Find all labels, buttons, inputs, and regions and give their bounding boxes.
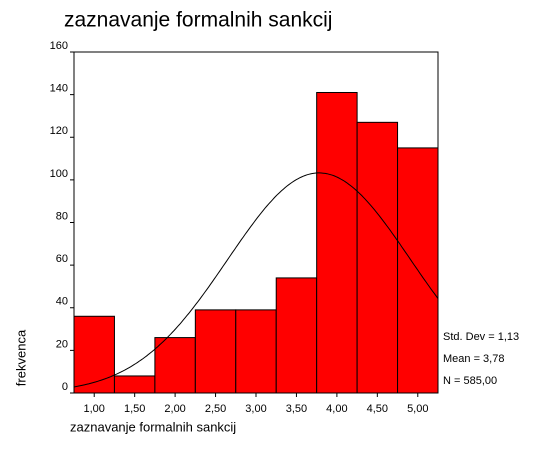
bar bbox=[113, 375, 156, 394]
stat-label: Std. Dev = 1,13 bbox=[443, 331, 519, 343]
bar bbox=[316, 91, 358, 394]
x-tick-label: 5,00 bbox=[407, 403, 428, 415]
chart-title: zaznavanje formalnih sankcij bbox=[64, 9, 332, 32]
bar bbox=[194, 309, 237, 394]
stat-label: N = 585,00 bbox=[443, 375, 497, 387]
x-tick-label: 3,00 bbox=[245, 403, 266, 415]
stat-label: Mean = 3,78 bbox=[443, 353, 504, 365]
x-tick-label: 2,00 bbox=[164, 403, 185, 415]
x-tick-label: 1,00 bbox=[84, 403, 105, 415]
y-axis-label: frekvenca bbox=[13, 329, 28, 386]
normal-curve bbox=[73, 172, 439, 388]
bar bbox=[235, 309, 277, 394]
bar bbox=[73, 315, 115, 394]
bar bbox=[356, 121, 399, 394]
x-tick-label: 4,50 bbox=[367, 403, 388, 415]
y-tick-label: 20 bbox=[56, 338, 68, 350]
y-tick-label: 40 bbox=[56, 296, 68, 308]
x-tick-label: 2,50 bbox=[205, 403, 226, 415]
y-tick-label: 160 bbox=[50, 40, 68, 52]
y-tick-label: 120 bbox=[50, 125, 68, 137]
y-tick-label: 80 bbox=[56, 210, 68, 222]
y-tick-label: 60 bbox=[56, 253, 68, 265]
y-tick-label: 140 bbox=[50, 83, 68, 95]
bar bbox=[154, 337, 196, 394]
x-tick-label: 3,50 bbox=[286, 403, 307, 415]
y-tick-label: 0 bbox=[62, 381, 68, 393]
x-axis-label: zaznavanje formalnih sankcij bbox=[70, 419, 236, 434]
bar bbox=[275, 277, 318, 394]
y-tick-label: 100 bbox=[50, 168, 68, 180]
x-tick-label: 1,50 bbox=[124, 403, 145, 415]
x-tick-label: 4,00 bbox=[326, 403, 347, 415]
